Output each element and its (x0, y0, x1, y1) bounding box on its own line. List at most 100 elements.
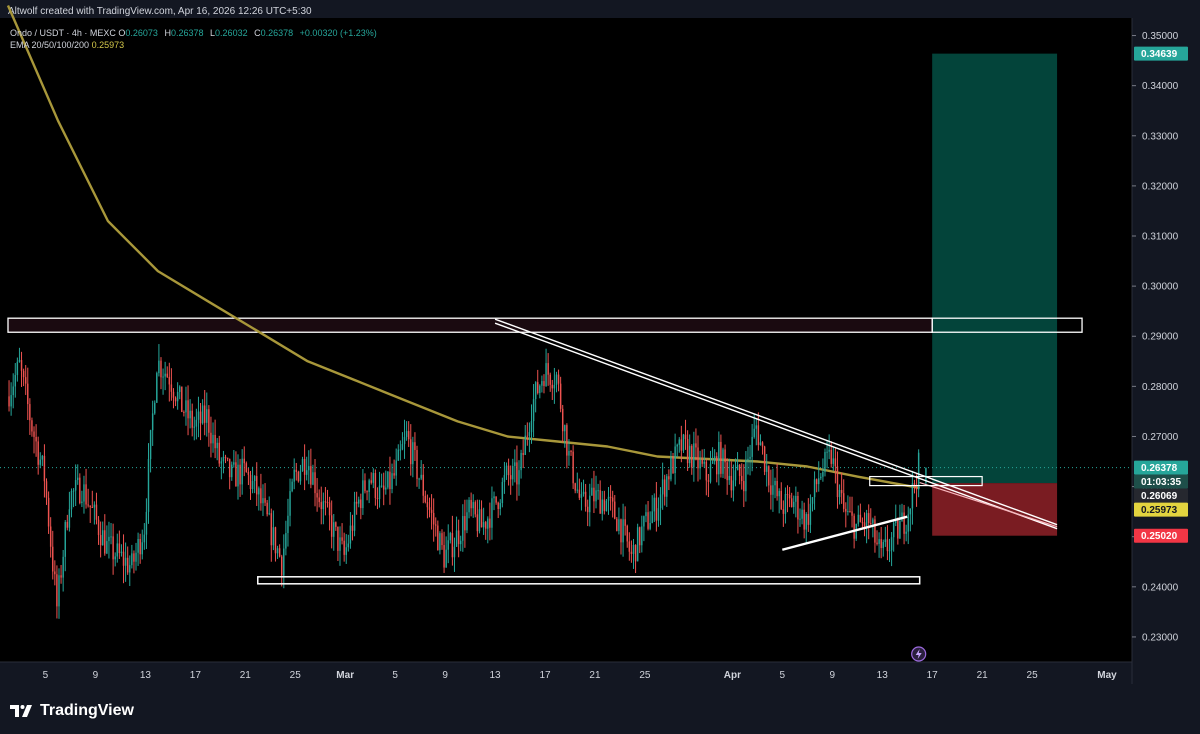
candle-body (218, 442, 220, 464)
candle-body (283, 548, 285, 576)
candle-body (603, 499, 606, 512)
candle-body (185, 400, 187, 413)
candle-body (763, 446, 766, 472)
candle-body (39, 459, 41, 465)
candle-body (360, 499, 362, 509)
candle-body (528, 432, 531, 436)
candle-body (393, 473, 395, 476)
candle-body (451, 533, 454, 558)
profit-zone (932, 53, 1058, 484)
candle-body (551, 384, 554, 389)
legend-close-value: 0.26378 (260, 28, 294, 38)
candle-body (60, 575, 62, 578)
candle-body (447, 540, 449, 550)
candle-body (18, 360, 21, 362)
legend-low-label: L (210, 28, 216, 38)
candle-body (428, 507, 431, 510)
price-tag-target: 0.34639 (1134, 46, 1188, 61)
candle-body (478, 509, 481, 532)
candle-body (691, 445, 693, 468)
candle-body (391, 473, 393, 490)
candle-body (145, 511, 148, 535)
candle-body (106, 541, 108, 554)
candle-body (131, 553, 133, 566)
price-tag-ema: 0.25973 (1134, 502, 1188, 517)
candle-body (672, 457, 674, 474)
candle-body (888, 550, 891, 552)
candle-body (178, 386, 181, 392)
candle-body (432, 512, 435, 525)
candle-body (713, 456, 716, 462)
price-tag-text: 0.26378 (1141, 463, 1178, 474)
tradingview-logo[interactable]: TradingView (10, 702, 134, 720)
candle-body (143, 534, 146, 543)
candle-body (716, 456, 718, 475)
price-tag-text: 01:03:35 (1141, 477, 1181, 488)
lightning-icon-glyph (915, 649, 922, 659)
price-tick-label: 0.33000 (1142, 131, 1179, 142)
candle-body (201, 405, 204, 424)
candle-body (611, 497, 614, 502)
candle-body (865, 513, 868, 528)
candle-body (197, 411, 200, 420)
loss-zone (932, 483, 1058, 536)
time-tick-label: 21 (240, 670, 252, 681)
candle-body (890, 537, 893, 551)
candle-body (158, 360, 160, 374)
candle-body (541, 381, 543, 386)
candle-body (418, 478, 420, 480)
candle-body (101, 530, 104, 546)
candle-body (162, 376, 164, 378)
candle-body (347, 543, 350, 548)
candle-body (324, 501, 327, 503)
legend-low-value: 0.26032 (215, 28, 248, 38)
candle-body (326, 502, 329, 504)
candle-body (705, 461, 708, 481)
candle-body (10, 395, 12, 407)
candle-body (495, 496, 497, 503)
candle-body (639, 527, 641, 546)
candle-body (89, 505, 91, 507)
candle-body (834, 458, 837, 467)
candle-body (47, 497, 50, 527)
candle-body (310, 466, 312, 485)
candle-body (27, 383, 29, 405)
candle-body (870, 523, 872, 525)
candle-body (20, 360, 23, 371)
candle-body (455, 530, 458, 547)
candle-body (239, 464, 241, 485)
candle-body (876, 542, 878, 544)
candle-body (780, 490, 782, 510)
candle-body (372, 473, 375, 483)
candle-body (333, 522, 335, 537)
candle-body (405, 431, 408, 437)
candle-body (287, 515, 289, 534)
candle-body (911, 483, 914, 509)
candle-body (407, 431, 410, 440)
candle-body (701, 459, 703, 464)
candle-body (892, 522, 895, 538)
candle-body (632, 544, 635, 554)
candle-body (206, 409, 208, 423)
candle-body (439, 533, 441, 551)
candle-body (707, 480, 710, 482)
candle-body (512, 465, 514, 480)
candle-body (480, 509, 483, 528)
legend-close-label: C (254, 28, 261, 38)
candle-body (141, 542, 143, 555)
candle-body (674, 446, 676, 474)
candle-body (31, 420, 33, 432)
candle-body (574, 483, 576, 491)
candle-body (147, 459, 150, 512)
price-tag-box (1134, 46, 1188, 61)
candle-body (308, 466, 310, 471)
candle-body (8, 396, 10, 407)
candle-body (320, 502, 322, 510)
candle-body (453, 546, 456, 558)
candle-body (518, 470, 520, 485)
candle-body (120, 551, 123, 554)
candle-body (316, 493, 318, 498)
candle-body (87, 504, 89, 506)
candle-body (466, 512, 468, 531)
